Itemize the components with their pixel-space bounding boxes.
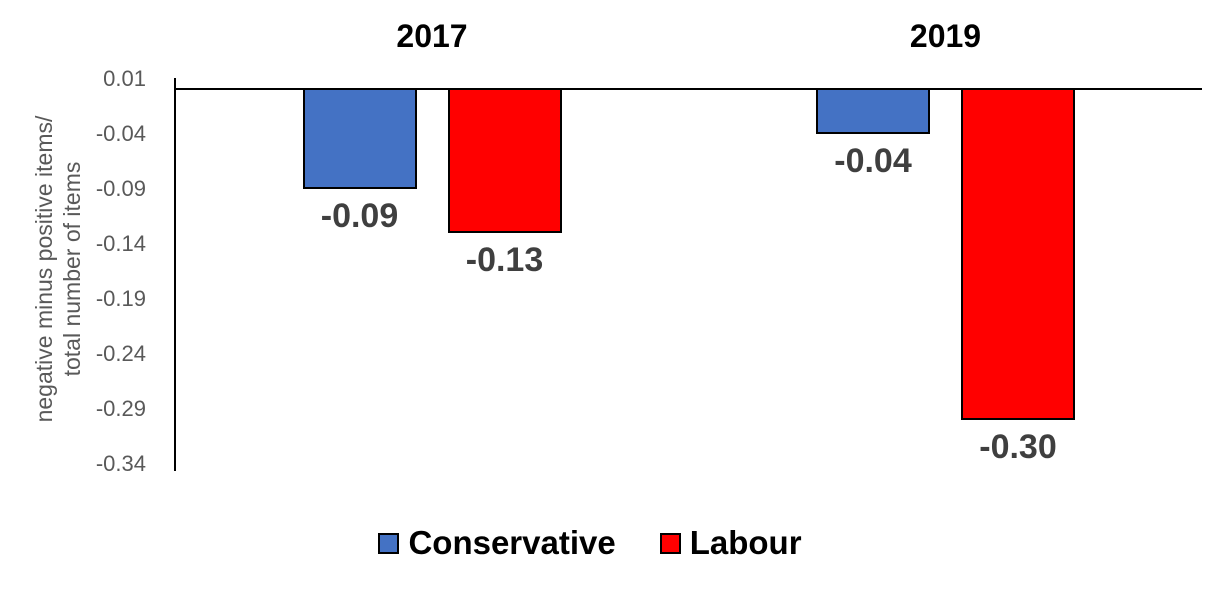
bar-conservative-2019 [816,88,930,134]
y-axis-line [174,78,176,471]
y-tick-label--0-04: -0.04 [95,121,146,146]
bar-labour-2017 [447,88,562,233]
y-tick-label--0-19: -0.19 [95,286,146,311]
group-title-2017: 2017 [396,18,468,54]
data-label-conservative-2017: -0.09 [320,197,399,235]
y-tick-label--0-24: -0.24 [95,341,146,366]
data-label-labour-2017: -0.13 [465,241,544,279]
y-tick-label--0-14: -0.14 [95,231,146,256]
legend-item-labour: Labour [659,523,802,563]
y-tick-label--0-29: -0.29 [95,396,146,421]
data-label-labour-2019: -0.30 [979,428,1057,466]
legend-swatch-labour [659,532,681,554]
bar-conservative-2017 [302,88,417,189]
bar-labour-2019 [961,88,1075,420]
y-tick-label-0-01: 0.01 [103,66,146,91]
group-title-2019: 2019 [909,18,982,54]
zero-baseline [174,88,1202,90]
legend-swatch-conservative [378,532,400,554]
legend-label-conservative: Conservative [408,524,616,561]
y-tick-label--0-09: -0.09 [95,176,146,201]
legend: Conservative Labour [0,523,1196,563]
legend-label-labour: Labour [689,524,802,561]
y-tick-label--0-34: -0.34 [95,451,146,476]
legend-item-conservative: Conservative [378,523,616,563]
data-label-conservative-2019: -0.04 [834,142,912,180]
